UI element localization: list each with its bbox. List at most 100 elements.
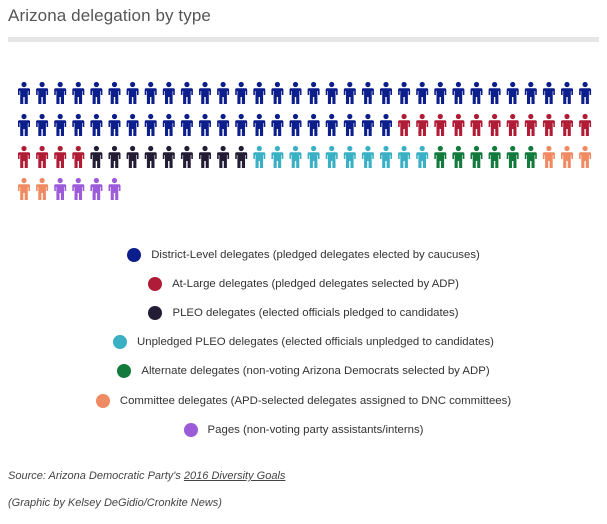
person-icon xyxy=(542,81,555,104)
person-icon xyxy=(54,113,67,136)
person-icon xyxy=(506,145,519,168)
person-icon xyxy=(36,177,49,200)
legend: District-Level delegates (pledged delega… xyxy=(0,240,607,444)
person-icon xyxy=(416,113,429,136)
person-icon xyxy=(416,81,429,104)
legend-swatch xyxy=(148,276,163,291)
person-icon xyxy=(488,113,501,136)
legend-item-pleo: PLEO delegates (elected officials pledge… xyxy=(0,298,607,327)
person-icon xyxy=(180,81,193,104)
legend-label: Committee delegates (APD-selected delega… xyxy=(119,394,512,407)
person-icon xyxy=(579,81,592,104)
person-icon xyxy=(579,145,592,168)
legend-label: District-Level delegates (pledged delega… xyxy=(151,248,480,261)
pictogram-grid xyxy=(18,81,592,200)
legend-swatch xyxy=(148,305,163,320)
person-icon xyxy=(54,177,67,200)
person-icon xyxy=(90,145,103,168)
person-icon xyxy=(18,81,30,104)
person-icon xyxy=(325,145,338,168)
person-icon xyxy=(217,81,230,104)
person-icon xyxy=(470,81,483,104)
person-icon xyxy=(307,113,320,136)
person-icon xyxy=(217,145,230,168)
person-icon xyxy=(542,113,555,136)
person-icon xyxy=(380,113,392,136)
person-icon xyxy=(361,81,374,104)
person-icon xyxy=(434,81,447,104)
person-icon xyxy=(307,145,320,168)
person-icon xyxy=(361,145,374,168)
person-icon xyxy=(108,145,121,168)
person-icon xyxy=(434,145,447,168)
person-icon xyxy=(524,145,537,168)
person-icon xyxy=(561,113,573,136)
person-icon xyxy=(144,113,157,136)
person-icon xyxy=(36,81,49,104)
person-icon xyxy=(416,145,429,168)
person-icon xyxy=(72,177,85,200)
person-icon xyxy=(380,81,392,104)
person-icon xyxy=(524,113,537,136)
graphic-credit: (Graphic by Kelsey DeGidio/Cronkite News… xyxy=(8,497,222,509)
person-icon xyxy=(72,145,85,168)
person-icon xyxy=(199,113,211,136)
person-icon xyxy=(325,113,338,136)
person-icon xyxy=(253,81,266,104)
person-icon xyxy=(18,145,30,168)
person-icon xyxy=(108,81,121,104)
person-icon xyxy=(108,113,121,136)
person-icon xyxy=(235,113,248,136)
legend-item-pages: Pages (non-voting party assistants/inter… xyxy=(0,415,607,444)
person-icon xyxy=(506,81,519,104)
person-icon xyxy=(452,145,465,168)
person-icon xyxy=(126,145,139,168)
person-icon xyxy=(54,145,67,168)
legend-item-alternate: Alternate delegates (non-voting Arizona … xyxy=(0,357,607,386)
person-icon xyxy=(398,145,411,168)
person-icon xyxy=(343,113,356,136)
person-icon xyxy=(343,81,356,104)
person-icon xyxy=(199,145,211,168)
person-icon xyxy=(235,81,248,104)
legend-label: Alternate delegates (non-voting Arizona … xyxy=(141,365,490,378)
person-icon xyxy=(271,145,284,168)
legend-swatch xyxy=(113,335,128,350)
person-icon xyxy=(162,113,175,136)
legend-swatch xyxy=(117,364,132,379)
person-icon xyxy=(180,113,193,136)
person-icon xyxy=(289,145,302,168)
person-icon xyxy=(217,113,230,136)
person-icon xyxy=(524,81,537,104)
person-icon xyxy=(18,177,30,200)
person-icon xyxy=(380,145,392,168)
person-icon xyxy=(144,81,157,104)
person-icon xyxy=(307,81,320,104)
person-icon xyxy=(289,81,302,104)
legend-item-unpledged-pleo: Unpledged PLEO delegates (elected offici… xyxy=(0,328,607,357)
person-icon xyxy=(72,81,85,104)
person-icon xyxy=(108,177,121,200)
person-icon xyxy=(488,81,501,104)
person-icon xyxy=(506,113,519,136)
person-icon xyxy=(289,113,302,136)
person-icon xyxy=(561,145,573,168)
person-icon xyxy=(561,81,573,104)
person-icon xyxy=(579,113,592,136)
person-icon xyxy=(325,81,338,104)
person-icon xyxy=(199,81,211,104)
person-icon xyxy=(162,145,175,168)
person-icon xyxy=(398,81,411,104)
person-icon xyxy=(90,81,103,104)
source-link[interactable]: 2016 Diversity Goals xyxy=(183,470,286,482)
person-icon xyxy=(90,113,103,136)
person-icon xyxy=(470,145,483,168)
person-icon xyxy=(18,113,30,136)
person-icon xyxy=(470,113,483,136)
person-icon xyxy=(162,81,175,104)
legend-item-district-level: District-Level delegates (pledged delega… xyxy=(0,240,607,269)
chart-title: Arizona delegation by type xyxy=(8,6,211,25)
source-note: Source: Arizona Democratic Party's 2016 … xyxy=(8,470,285,482)
title-divider xyxy=(8,37,599,42)
person-icon xyxy=(398,113,411,136)
